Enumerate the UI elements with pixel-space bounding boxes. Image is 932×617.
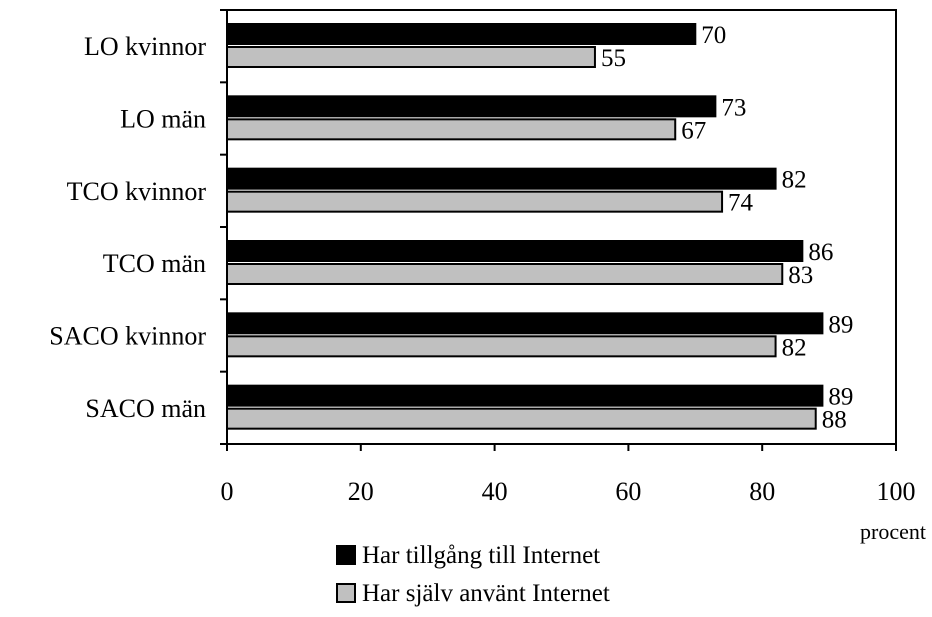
data-label: 88	[822, 407, 847, 434]
data-label: 73	[721, 94, 746, 121]
x-tick-label: 20	[348, 477, 374, 506]
data-label: 82	[782, 334, 807, 361]
data-label: 74	[728, 190, 754, 217]
x-tick-label: 40	[482, 477, 508, 506]
bar-tillgang	[226, 95, 717, 118]
data-label: 89	[828, 384, 853, 411]
x-tick-label: 80	[749, 477, 775, 506]
bar-anvant	[226, 190, 724, 213]
x-tick-label: 100	[877, 477, 916, 506]
category-label: LO kvinnor	[84, 32, 206, 61]
bar-tillgang	[226, 240, 804, 262]
category-labels: LO kvinnor LO män TCO kvinnor TCO män SACO k…	[49, 9, 227, 445]
x-tick-label: 0	[221, 477, 234, 506]
legend-label: Har själv använt Internet	[362, 580, 610, 607]
data-label: 86	[808, 239, 833, 266]
data-label: 89	[828, 311, 853, 338]
data-label: 55	[601, 45, 626, 72]
bar-anvant	[226, 118, 677, 141]
legend: Har tillgång till Internet Har själv anvä…	[336, 542, 610, 607]
bar-tillgang	[226, 167, 777, 190]
category-label: SACO män	[85, 394, 206, 423]
legend-swatch	[336, 545, 356, 565]
bar-anvant	[226, 46, 596, 68]
data-label: 82	[782, 167, 807, 194]
bar-tillgang	[226, 384, 824, 407]
data-label: 67	[681, 117, 706, 144]
legend-swatch	[336, 583, 356, 603]
category-label: TCO kvinnor	[67, 177, 207, 206]
data-label: 83	[788, 262, 813, 289]
legend-label: Har tillgång till Internet	[362, 542, 600, 569]
category-label: SACO kvinnor	[49, 322, 206, 351]
plot-area	[226, 9, 897, 445]
bar-tillgang	[226, 23, 697, 45]
bar-anvant	[226, 263, 784, 285]
x-tick-label: 60	[615, 477, 641, 506]
bar-anvant	[226, 407, 817, 430]
bar-anvant	[226, 335, 777, 358]
x-axis-label: procent	[860, 519, 926, 544]
bar-tillgang	[226, 312, 824, 335]
category-label: TCO män	[103, 249, 206, 278]
data-label: 70	[701, 22, 726, 49]
x-axis: 0 20 40 60 80 100	[221, 444, 916, 506]
category-label: LO män	[120, 105, 206, 134]
